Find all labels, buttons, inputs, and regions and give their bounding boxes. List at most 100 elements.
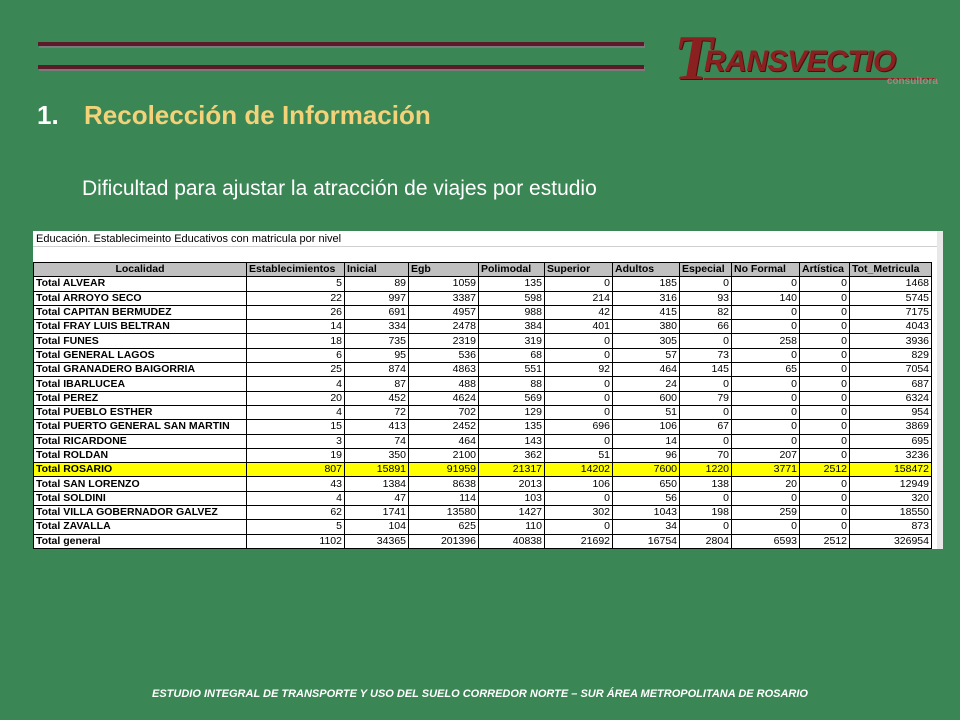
value-cell: 88 [478,376,545,392]
value-cell: 0 [679,519,732,535]
table-row: Total PUEBLO ESTHER 4 72 702 129 0 51 0 0 0 954 [33,404,932,421]
value-cell: 110 [478,519,545,535]
value-cell: 207 [731,447,800,464]
value-cell: 138 [679,476,732,492]
value-cell: 625 [408,519,479,535]
value-cell: 7600 [612,462,680,478]
value-cell: 1384 [344,476,409,492]
value-cell: 305 [612,333,680,349]
value-cell: 7175 [849,304,932,321]
value-cell: 185 [612,276,680,292]
value-cell: 87 [344,376,409,392]
row-label-cell: Total ROLDAN [33,447,247,464]
value-cell: 3236 [849,447,932,464]
row-label-cell: Total general [33,533,247,549]
row-label-cell: Total GENERAL LAGOS [33,347,247,364]
value-cell: 536 [408,347,479,364]
row-label-cell: Total GRANADERO BAIGORRIA [33,362,247,378]
table-row: Total ALVEAR 5 89 1059 135 0 185 0 0 0 1468 [33,276,932,292]
value-cell: 302 [544,505,613,521]
value-cell: 0 [799,447,850,464]
value-cell: 4 [246,490,345,507]
value-cell: 0 [799,347,850,364]
value-cell: 1220 [679,462,732,478]
value-cell: 66 [679,319,732,335]
value-cell: 5745 [849,290,932,306]
value-cell: 0 [731,519,800,535]
value-cell: 92 [544,362,613,378]
value-cell: 7054 [849,362,932,378]
value-cell: 65 [731,362,800,378]
value-cell: 0 [799,519,850,535]
value-cell: 326954 [849,533,932,549]
value-cell: 129 [478,404,545,421]
value-cell: 93 [679,290,732,306]
table-row: Total ROLDAN 19 350 2100 362 51 96 70 207 0 3236 [33,447,932,464]
value-cell: 0 [799,376,850,392]
sheet-title: Educación. Establecimeinto Educativos co… [36,233,342,245]
value-cell: 20 [731,476,800,492]
value-cell: 2478 [408,319,479,335]
value-cell: 551 [478,362,545,378]
value-cell: 40838 [478,533,545,549]
value-cell: 82 [679,304,732,321]
value-cell: 198 [679,505,732,521]
value-cell: 0 [799,404,850,421]
column-header: Adultos [612,261,680,278]
value-cell: 79 [679,390,732,406]
value-cell: 114 [408,490,479,507]
vertical-scrollbar[interactable] [937,231,943,549]
value-cell: 6324 [849,390,932,406]
table-row: Total ROSARIO 807 15891 91959 21317 14202 7600… [33,462,932,478]
value-cell: 3869 [849,419,932,435]
value-cell: 140 [731,290,800,306]
value-cell: 135 [478,419,545,435]
value-cell: 4 [246,404,345,421]
value-cell: 0 [544,390,613,406]
value-cell: 319 [478,333,545,349]
value-cell: 18 [246,333,345,349]
row-label-cell: Total SOLDINI [33,490,247,507]
value-cell: 988 [478,304,545,321]
value-cell: 57 [612,347,680,364]
row-label-cell: Total ROSARIO [33,462,247,478]
value-cell: 4624 [408,390,479,406]
table-row: Total PEREZ 20 452 4624 569 0 600 79 0 0 6324 [33,390,932,406]
value-cell: 320 [849,490,932,507]
table-row: Total RICARDONE 3 74 464 143 0 14 0 0 0 695 [33,433,932,449]
value-cell: 350 [344,447,409,464]
value-cell: 0 [679,433,732,449]
value-cell: 362 [478,447,545,464]
data-table: Localidad Establecimientos Inicial Egb Polim… [33,261,932,549]
value-cell: 3387 [408,290,479,306]
column-header: No Formal [731,261,800,278]
value-cell: 0 [731,419,800,435]
value-cell: 3771 [731,462,800,478]
value-cell: 687 [849,376,932,392]
value-cell: 874 [344,362,409,378]
row-label-cell: Total VILLA GOBERNADOR GALVEZ [33,505,247,521]
value-cell: 14202 [544,462,613,478]
value-cell: 0 [731,347,800,364]
value-cell: 4043 [849,319,932,335]
value-cell: 73 [679,347,732,364]
row-label-cell: Total PEREZ [33,390,247,406]
value-cell: 18550 [849,505,932,521]
value-cell: 42 [544,304,613,321]
value-cell: 1427 [478,505,545,521]
row-label-cell: Total RICARDONE [33,433,247,449]
value-cell: 0 [544,376,613,392]
value-cell: 0 [799,290,850,306]
logo-subtitle: consultora [886,76,938,87]
value-cell: 5 [246,519,345,535]
logo-word: RANSVECTIO [704,45,896,78]
value-cell: 0 [679,376,732,392]
transvectio-logo: T RANSVECTIO consultora [674,26,944,90]
decorative-rule-top [38,42,644,46]
value-cell: 0 [731,490,800,507]
row-label-cell: Total PUEBLO ESTHER [33,404,247,421]
value-cell: 19 [246,447,345,464]
row-label-cell: Total CAPITAN BERMUDEZ [33,304,247,321]
value-cell: 380 [612,319,680,335]
value-cell: 2319 [408,333,479,349]
